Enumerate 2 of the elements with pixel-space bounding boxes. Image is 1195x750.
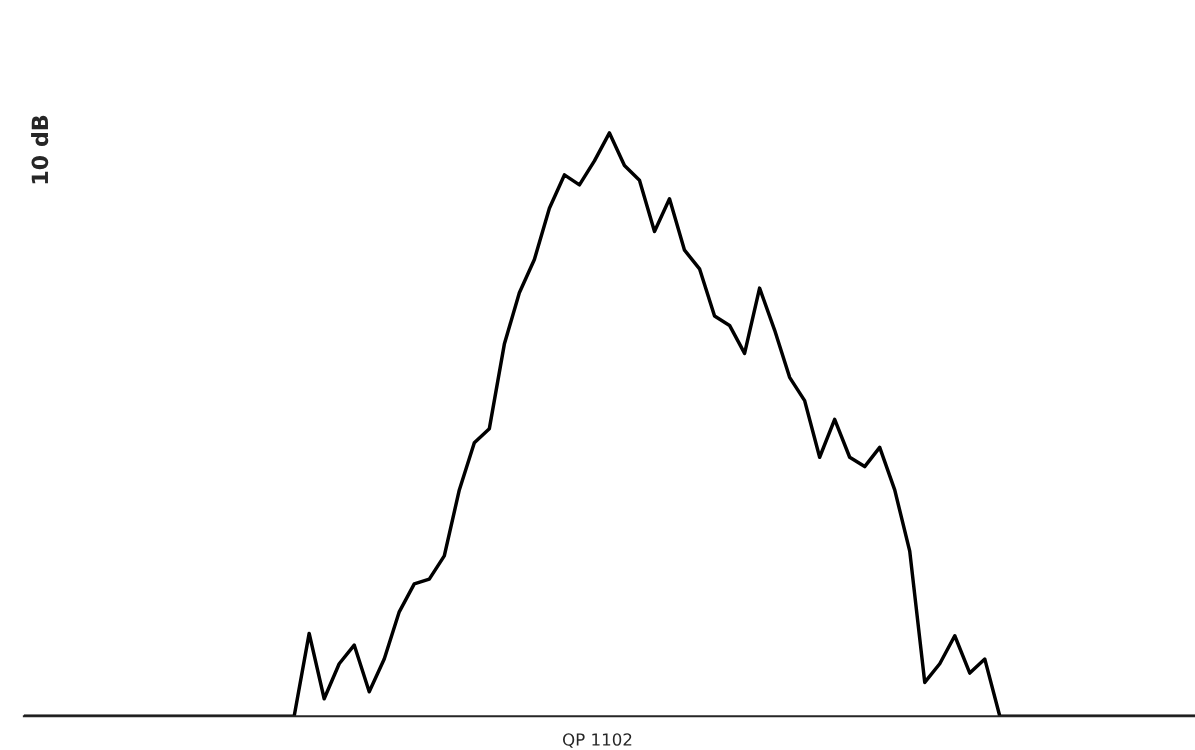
text: QP 1102 (562, 733, 632, 748)
annotation: 10 dB (31, 115, 49, 184)
